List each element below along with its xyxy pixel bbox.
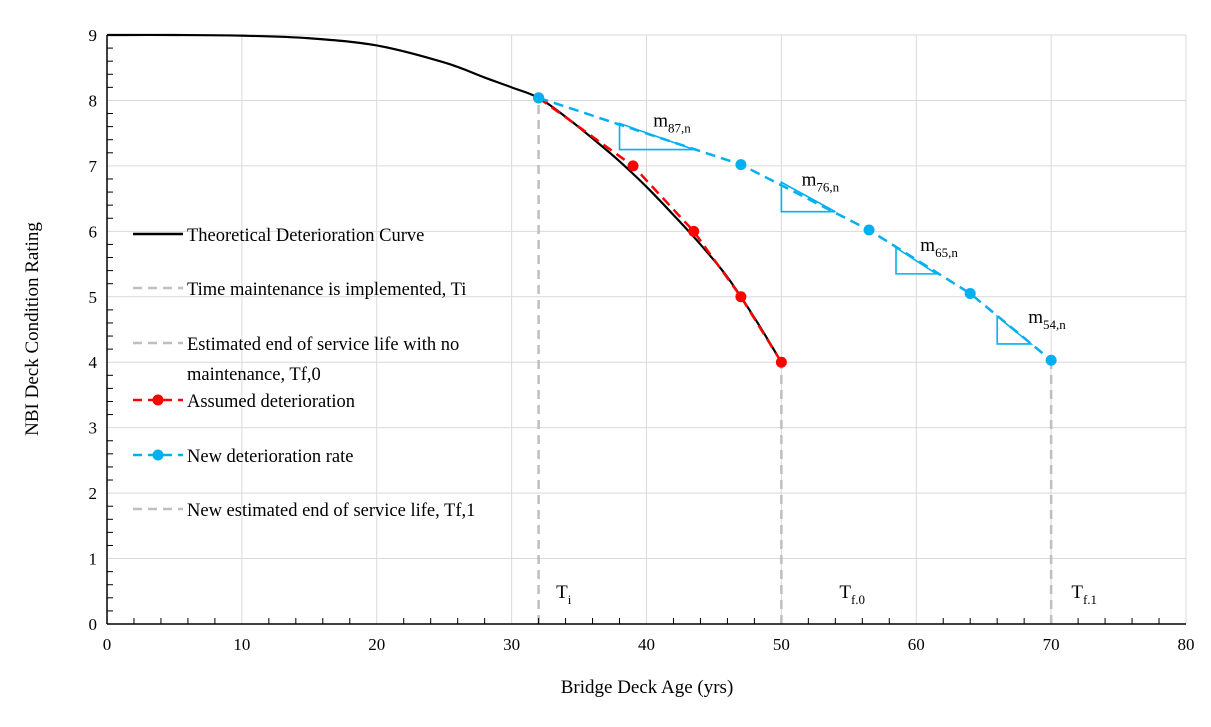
x-tick-label: 30 <box>503 635 520 654</box>
annotation-label: Ti <box>556 582 572 607</box>
annotation-main: m <box>653 111 668 132</box>
y-tick-label: 4 <box>89 353 98 372</box>
legend: Theoretical Deterioration Curve Time main… <box>133 226 475 521</box>
annotation-sub: f.0 <box>851 592 865 607</box>
legend-label-assumed: Assumed deterioration <box>187 392 355 412</box>
legend-label-theoretical: Theoretical Deterioration Curve <box>187 226 424 246</box>
tick-labels: 0 10 20 30 40 50 60 70 80 0 1 2 3 4 5 6 7 8 9 <box>89 26 1195 654</box>
legend-label-new_rate: New deterioration rate <box>187 447 353 467</box>
legend-label-tf1: New estimated end of service life, Tf,1 <box>187 501 475 521</box>
annotation-main: m <box>920 235 935 256</box>
y-tick-label: 9 <box>89 26 98 45</box>
legend-marker-new_rate <box>152 449 164 461</box>
x-axis-title: Bridge Deck Age (yrs) <box>561 677 734 698</box>
y-tick-label: 0 <box>89 615 98 634</box>
slope-triangle <box>780 180 836 213</box>
annotation-sub: f.1 <box>1083 592 1097 607</box>
y-tick-label: 5 <box>89 288 98 307</box>
series-line-assumed <box>537 96 783 363</box>
legend-line-2: maintenance, Tf,0 <box>187 365 321 385</box>
annotation-label: Tf.0 <box>839 582 865 607</box>
annotation-label: m54,n <box>1028 307 1066 332</box>
y-tick-label: 6 <box>89 222 98 241</box>
x-tick-label: 40 <box>638 635 655 654</box>
marker-assumed <box>775 356 787 368</box>
annotation-sub: i <box>568 592 572 607</box>
annotation-main: T <box>1071 582 1083 603</box>
annotation-main: m <box>802 170 817 191</box>
annotation-label: m87,n <box>653 111 691 136</box>
annotation-sub: 65,n <box>935 245 958 260</box>
reference-lines <box>537 97 1053 624</box>
marker-assumed <box>627 160 639 172</box>
slope-triangle <box>996 314 1034 345</box>
x-tick-label: 50 <box>773 635 790 654</box>
y-tick-label: 8 <box>89 91 98 110</box>
marker-new_rate <box>735 159 747 171</box>
legend-label-tf0: Estimated end of service life with no mai… <box>187 335 459 385</box>
x-tick-label: 80 <box>1178 635 1195 654</box>
slope-triangles <box>618 122 1034 345</box>
axes <box>106 35 1186 625</box>
marker-new_rate <box>964 288 976 300</box>
marker-assumed <box>688 225 700 237</box>
legend-marker-assumed <box>152 394 164 406</box>
x-tick-label: 10 <box>233 635 250 654</box>
x-tick-label: 20 <box>368 635 385 654</box>
y-axis-title: NBI Deck Condition Rating <box>22 222 43 436</box>
annotation-sub: 87,n <box>668 121 691 136</box>
annotation-main: T <box>556 582 568 603</box>
x-tick-label: 60 <box>908 635 925 654</box>
marker-new_rate <box>1045 354 1057 366</box>
y-tick-label: 2 <box>89 484 98 503</box>
y-tick-label: 3 <box>89 419 98 438</box>
slope-triangle <box>895 246 940 275</box>
annotation-label: m65,n <box>920 235 958 260</box>
series-markers <box>533 92 1057 368</box>
x-tick-label: 0 <box>103 635 112 654</box>
annotation-main: T <box>839 582 851 603</box>
legend-line-1: Estimated end of service life with no <box>187 335 459 355</box>
annotation-label: Tf.1 <box>1071 582 1097 607</box>
annotation-sub: 76,n <box>816 180 839 195</box>
y-tick-label: 1 <box>89 550 98 569</box>
annotation-label: m76,n <box>802 170 840 195</box>
legend-label-ti: Time maintenance is implemented, Ti <box>187 280 466 300</box>
x-tick-label: 70 <box>1043 635 1060 654</box>
annotation-main: m <box>1028 307 1043 328</box>
marker-new_rate <box>863 224 875 236</box>
y-tick-label: 7 <box>89 157 98 176</box>
annotation-sub: 54,n <box>1043 317 1066 332</box>
marker-new_rate <box>533 92 545 104</box>
slope-triangle <box>618 122 694 151</box>
marker-assumed <box>735 291 747 303</box>
